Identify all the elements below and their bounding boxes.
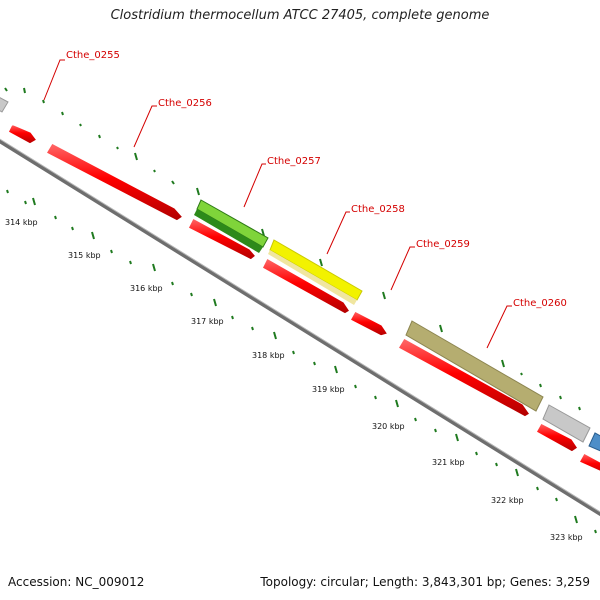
cds-arrow[interactable] — [261, 256, 352, 315]
gene-labels: Cthe_0255 Cthe_0256 Cthe_0257 Cthe_0258 … — [66, 50, 567, 309]
gene-label[interactable]: Cthe_0260 — [513, 298, 567, 309]
upper-ruler — [4, 87, 581, 411]
cds-arrow[interactable] — [577, 451, 600, 476]
cds-arrow[interactable] — [534, 421, 580, 453]
grey-feature[interactable] — [0, 95, 9, 113]
gene-label[interactable]: Cthe_0259 — [416, 239, 470, 250]
cds-features — [7, 123, 600, 476]
kbp-labels: 314 kbp 315 kbp 316 kbp 317 kbp 318 kbp … — [5, 218, 583, 542]
lower-ruler — [6, 189, 597, 534]
kbp-label: 321 kbp — [432, 458, 465, 467]
green-feature-dark[interactable] — [194, 209, 263, 253]
cds-arrow[interactable] — [348, 309, 390, 337]
kbp-label: 322 kbp — [491, 496, 524, 505]
grey-feature[interactable] — [542, 404, 591, 443]
kbp-label: 318 kbp — [252, 351, 285, 360]
kbp-label: 314 kbp — [5, 218, 38, 227]
kbp-label: 317 kbp — [191, 317, 224, 326]
cds-arrow[interactable] — [7, 123, 39, 145]
kbp-label: 319 kbp — [312, 385, 345, 394]
kbp-label: 320 kbp — [372, 422, 405, 431]
map-title: Clostridium thermocellum ATCC 27405, com… — [110, 8, 490, 23]
gene-label[interactable]: Cthe_0255 — [66, 50, 120, 61]
label-leaders — [43, 59, 512, 349]
backbone-line — [0, 138, 600, 517]
gene-label[interactable]: Cthe_0258 — [351, 204, 405, 215]
gene-label[interactable]: Cthe_0257 — [267, 156, 321, 167]
gene-label[interactable]: Cthe_0256 — [158, 98, 212, 109]
kbp-label: 316 kbp — [130, 284, 163, 293]
olive-feature[interactable] — [405, 320, 544, 412]
cds-arrow[interactable] — [186, 216, 258, 261]
cds-arrow[interactable] — [396, 336, 532, 418]
genome-summary: Topology: circular; Length: 3,843,301 bp… — [260, 575, 590, 589]
other-features — [0, 95, 600, 455]
yellow-feature-pale[interactable] — [268, 250, 357, 305]
blue-feature[interactable] — [588, 432, 600, 455]
kbp-label: 315 kbp — [68, 251, 101, 260]
accession-text: Accession: NC_009012 — [8, 575, 145, 589]
kbp-label: 323 kbp — [550, 533, 583, 542]
cds-arrow[interactable] — [44, 142, 185, 222]
